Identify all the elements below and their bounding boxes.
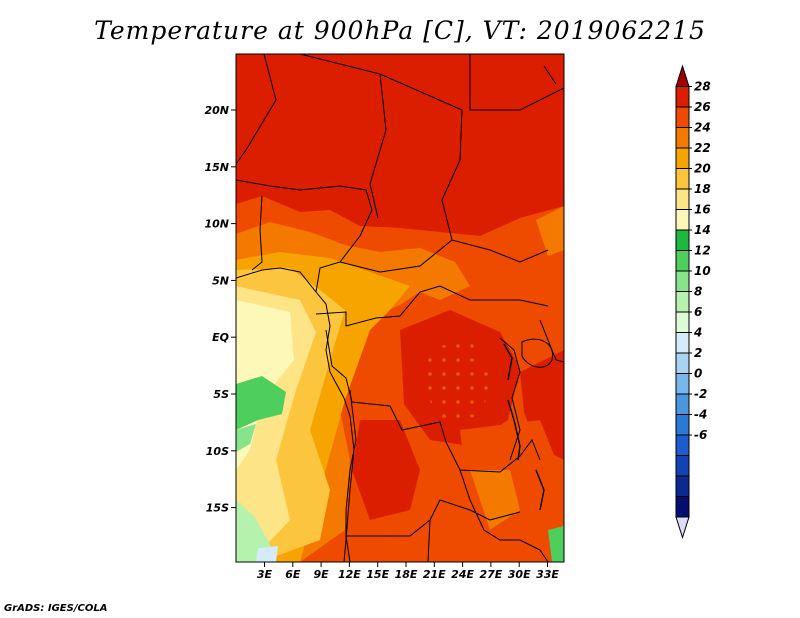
lat-tick-label: EQ [212, 331, 229, 344]
chart-title: Temperature at 900hPa [C], VT: 201906221… [94, 16, 706, 45]
colorbar-label: 14 [694, 223, 711, 237]
colorbar-label: -4 [694, 408, 707, 422]
lake-albert [503, 343, 513, 381]
lon-tick-label: 15E [366, 568, 389, 581]
colorbar-label: 8 [694, 285, 702, 299]
lon-tick-label: 18E [395, 568, 418, 581]
colorbar-label: 6 [694, 305, 702, 319]
lake-malawi [535, 469, 545, 511]
colorbar-segment [675, 250, 690, 272]
border-nw [236, 54, 277, 165]
colorbar-label: -6 [694, 428, 707, 442]
footer-credit: GrADS: IGES/COLA [4, 603, 108, 614]
lat-tick-label: 10N [204, 218, 229, 231]
colorbar-label: 28 [694, 80, 711, 94]
colorbar-segment [675, 475, 690, 497]
field-pale-green [236, 500, 272, 562]
colorbar-segment [675, 414, 690, 436]
lon-tick-label: 12E [338, 568, 361, 581]
lat-tick-label: 15N [204, 161, 229, 174]
colorbar-segment [675, 106, 690, 128]
border-lakes [499, 337, 521, 461]
lon-tick-label: 6E [285, 568, 301, 581]
lat-tick-label: 5N [212, 274, 229, 287]
border-nigeria-north [236, 179, 373, 211]
border-car-south [315, 285, 549, 327]
field-pale-blue [256, 546, 278, 562]
lat-tick-label: 15S [206, 502, 229, 515]
colorbar-segment [675, 209, 690, 231]
border-egypt-libya [469, 54, 564, 111]
colorbar-label: 10 [694, 264, 711, 278]
lon-tick-label: 3E [257, 568, 273, 581]
lon-tick-label: 30E [508, 568, 531, 581]
colorbar-label: 20 [694, 162, 711, 176]
colorbar-segment [675, 393, 690, 415]
colorbar-segment [675, 373, 690, 395]
colorbar-label: 0 [694, 367, 702, 381]
colorbar-segment [675, 86, 690, 108]
lon-tick-label: 9E [314, 568, 330, 581]
field-green-light [236, 424, 256, 452]
colorbar-label: -2 [694, 387, 707, 401]
field-east-hot [520, 350, 564, 460]
colorbar-top-arrow [675, 64, 690, 87]
lon-tick-label: 21E [423, 568, 446, 581]
lat-tick-label: 20N [204, 104, 229, 117]
coastline-west [236, 267, 351, 417]
border-benin [251, 195, 263, 271]
longitude-axis: 3E 6E 9E 12E 15E 18E 21E 24E 27E 30E 33E [257, 562, 559, 581]
field-green-patch [236, 376, 286, 430]
lake-tanganyika [507, 399, 521, 461]
field-east-band [536, 206, 564, 256]
colorbar-label: 22 [694, 141, 711, 155]
map-frame [235, 53, 565, 563]
field-angola-hot [352, 420, 420, 520]
border-zimbabwe [459, 469, 549, 562]
lat-tick-label: 5S [213, 388, 229, 401]
lon-tick-label: 27E [479, 568, 502, 581]
border-namibia [345, 535, 351, 562]
colorbar-segment [675, 291, 690, 313]
colorbar-segment [675, 496, 690, 518]
colorbar-segment [675, 147, 690, 169]
coastline-redsea [543, 65, 557, 85]
colorbar-segment [675, 332, 690, 354]
border-botswana [427, 519, 431, 562]
colorbar-segment [675, 229, 690, 251]
colorbar-label: 18 [694, 182, 711, 196]
colorbar-segment [675, 311, 690, 333]
colorbar-segment [675, 168, 690, 190]
field-se-green [548, 526, 564, 562]
border-drc [325, 329, 541, 473]
border-niger-chad [299, 54, 387, 219]
colorbar-segment [675, 455, 690, 477]
border-chad-sudan [379, 73, 463, 241]
colorbar-segment [675, 270, 690, 292]
lon-tick-label: 24E [451, 568, 474, 581]
temperature-field [236, 54, 564, 562]
colorbar-label: 26 [694, 100, 711, 114]
border-car-north [339, 239, 549, 273]
colorbar-label: 4 [693, 326, 702, 340]
colorbar-label: 12 [694, 244, 711, 258]
field-congo-speckle [420, 340, 496, 420]
colorbar-segment [675, 434, 690, 456]
colorbar-segment [675, 352, 690, 374]
colorbar-bottom-arrow [675, 516, 690, 540]
colorbar-segment [675, 188, 690, 210]
latitude-axis: 20N 15N 10N 5N EQ 5S 10S 15S [204, 104, 236, 515]
colorbar-segment [675, 127, 690, 149]
colorbar-label: 24 [694, 121, 711, 135]
coastline-southwest [343, 415, 355, 562]
lon-tick-label: 33E [536, 568, 559, 581]
colorbar-label: 2 [694, 346, 702, 360]
lat-tick-label: 10S [206, 445, 229, 458]
country-borders [236, 54, 564, 562]
colorbar-label: 16 [694, 203, 711, 217]
lake-victoria [521, 338, 554, 368]
